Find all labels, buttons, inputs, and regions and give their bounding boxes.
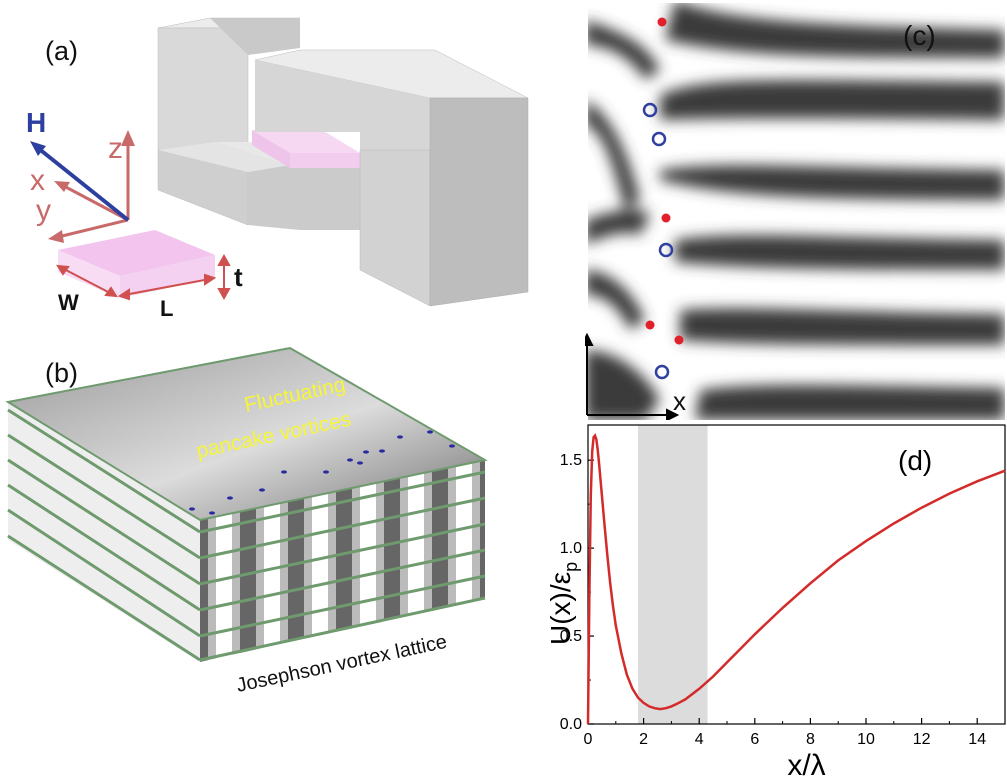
x-tick-label: 12 <box>913 731 931 748</box>
filled-vortex <box>645 320 655 330</box>
x-tick-label: 6 <box>750 731 759 748</box>
panel-d-chart: 0 2 4 6 8 10 12 14 0.0 0.5 1.0 1.5 x/λ U(x)/εp (d) <box>545 424 1006 782</box>
y-tick-label: 1.0 <box>560 540 582 557</box>
panel-c-axes <box>585 332 680 420</box>
layered-stack <box>5 346 488 662</box>
open-vortex <box>658 242 674 258</box>
vortex-markers <box>642 17 684 380</box>
x-tick-label: 0 <box>584 731 593 748</box>
panel-c-x-label: x <box>673 386 686 416</box>
junction-layer <box>252 130 360 153</box>
y-tick-label: 1.5 <box>560 452 582 469</box>
pancake-vortices <box>189 430 455 515</box>
y-tick-label: 0.5 <box>560 628 582 645</box>
x-tick-label: 10 <box>857 731 875 748</box>
panel-a-label: (a) <box>45 36 78 66</box>
length-label: L <box>160 296 173 321</box>
plot-frame <box>587 424 1006 725</box>
junction-slab <box>58 230 215 298</box>
filled-vortex <box>657 17 667 27</box>
shaded-region <box>638 425 708 724</box>
open-vortex <box>654 364 670 380</box>
interference-bands <box>588 3 1005 420</box>
h-field-label: H <box>26 107 46 138</box>
open-vortex <box>651 131 667 147</box>
junction-block-3d <box>157 17 529 307</box>
coordinate-axes <box>30 130 135 243</box>
x-tick-label: 8 <box>806 731 815 748</box>
z-axis-label: z <box>108 132 123 165</box>
panel-a: (a) H z x y t W L <box>26 17 529 321</box>
panel-c: (c) x y <box>585 3 1005 420</box>
x-axis-label: x/λ <box>787 749 825 782</box>
x-tick-label: 4 <box>695 731 704 748</box>
width-label: W <box>58 290 79 315</box>
panel-c-label: (c) <box>903 20 936 51</box>
panel-d-label: (d) <box>898 445 932 476</box>
potential-curve <box>586 433 1006 725</box>
thickness-label: t <box>234 262 243 292</box>
panel-b: (b) Fluctuating pancake vortices Josephs… <box>5 346 488 697</box>
filled-vortex <box>661 213 671 223</box>
x-tick-label: 14 <box>968 731 986 748</box>
top-layer-surface <box>5 346 488 522</box>
open-vortex <box>642 102 658 118</box>
filled-vortex <box>674 335 684 345</box>
y-axis-label: U(x)/εp <box>545 562 581 645</box>
y-tick-label: 0.0 <box>560 716 582 733</box>
dimension-arrows <box>56 253 231 301</box>
x-axis-label: x <box>30 164 45 197</box>
x-tick-label: 2 <box>639 731 648 748</box>
y-axis-label: y <box>36 194 51 227</box>
panel-b-label: (b) <box>45 358 78 388</box>
